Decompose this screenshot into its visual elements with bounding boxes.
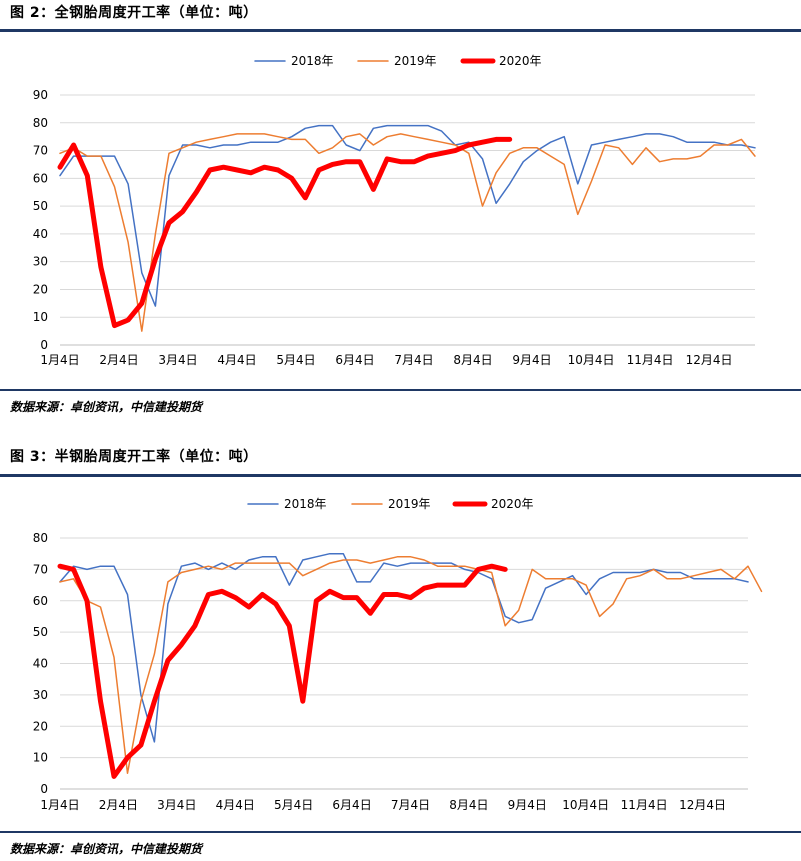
y-tick-label: 90 [33, 88, 48, 102]
y-tick-label: 50 [33, 199, 48, 213]
x-tick-label: 1月4日 [40, 798, 79, 812]
x-tick-label: 2月4日 [99, 353, 138, 367]
x-tick-label: 5月4日 [276, 353, 315, 367]
y-tick-label: 70 [33, 562, 48, 576]
x-tick-label: 6月4日 [332, 798, 371, 812]
figure-2-title: 图 2：全钢胎周度开工率（单位：吨） [10, 5, 258, 21]
x-tick-label: 2月4日 [99, 798, 138, 812]
y-tick-label: 20 [33, 719, 48, 733]
x-tick-label: 3月4日 [158, 353, 197, 367]
y-tick-label: 80 [33, 531, 48, 545]
y-tick-label: 0 [40, 338, 48, 352]
figure-2-chart: 0 10 20 30 40 50 60 70 80 90 1月4日 2月4日 3月4日 4月4日 5月4日 6… [33, 54, 756, 367]
figure-2-source: 数据来源：卓创资讯，中信建投期货 [10, 400, 203, 414]
legend-label: 2020年 [499, 54, 542, 68]
legend-label: 2020年 [491, 497, 534, 511]
series-line-2019年 [59, 556, 763, 775]
series-line-2018年 [59, 552, 749, 743]
figure-3-bottom-rule [0, 831, 801, 833]
legend-label: 2019年 [388, 497, 431, 511]
x-tick-label: 3月4日 [157, 798, 196, 812]
series-line-2019年 [59, 133, 756, 332]
x-tick-label: 4月4日 [217, 353, 256, 367]
y-tick-label: 30 [33, 255, 48, 269]
x-tick-label: 8月4日 [453, 353, 492, 367]
x-tick-label: 5月4日 [274, 798, 313, 812]
y-tick-label: 40 [33, 657, 48, 671]
series-line-2020年 [57, 563, 508, 779]
x-tick-label: 6月4日 [335, 353, 374, 367]
x-tick-label: 10月4日 [562, 798, 609, 812]
x-tick-label: 1月4日 [40, 353, 79, 367]
x-tick-label: 12月4日 [686, 353, 733, 367]
x-tick-label: 8月4日 [449, 798, 488, 812]
figure-3-chart: 0 10 20 30 40 50 60 70 80 1月4日 2月4日 3月4日 4月4日 5月4日 6月4… [33, 497, 763, 812]
figure-3-top-rule [0, 474, 801, 477]
x-tick-label: 12月4日 [679, 798, 726, 812]
y-tick-label: 40 [33, 227, 48, 241]
figure-2-top-rule [0, 29, 801, 32]
series-line-2018年 [59, 124, 756, 307]
y-tick-label: 60 [33, 171, 48, 185]
y-tick-label: 60 [33, 594, 48, 608]
x-tick-label: 4月4日 [216, 798, 255, 812]
x-tick-label: 7月4日 [394, 353, 433, 367]
figure-3-source: 数据来源：卓创资讯，中信建投期货 [10, 842, 203, 856]
legend-label: 2019年 [394, 54, 437, 68]
x-tick-label: 11月4日 [627, 353, 674, 367]
figure-3-title: 图 3：半钢胎周度开工率（单位：吨） [10, 449, 258, 465]
y-tick-label: 50 [33, 625, 48, 639]
y-tick-label: 10 [33, 751, 48, 765]
series-line-2020年 [57, 136, 513, 329]
y-tick-label: 10 [33, 310, 48, 324]
y-tick-label: 80 [33, 116, 48, 130]
legend-label: 2018年 [284, 497, 327, 511]
y-tick-label: 70 [33, 144, 48, 158]
y-tick-label: 0 [40, 782, 48, 796]
x-tick-label: 9月4日 [512, 353, 551, 367]
y-tick-label: 20 [33, 282, 48, 296]
x-tick-label: 9月4日 [508, 798, 547, 812]
x-tick-label: 7月4日 [391, 798, 430, 812]
figure-2-bottom-rule [0, 389, 801, 391]
y-tick-label: 30 [33, 688, 48, 702]
x-tick-label: 11月4日 [621, 798, 668, 812]
x-tick-label: 10月4日 [568, 353, 615, 367]
legend-label: 2018年 [291, 54, 334, 68]
